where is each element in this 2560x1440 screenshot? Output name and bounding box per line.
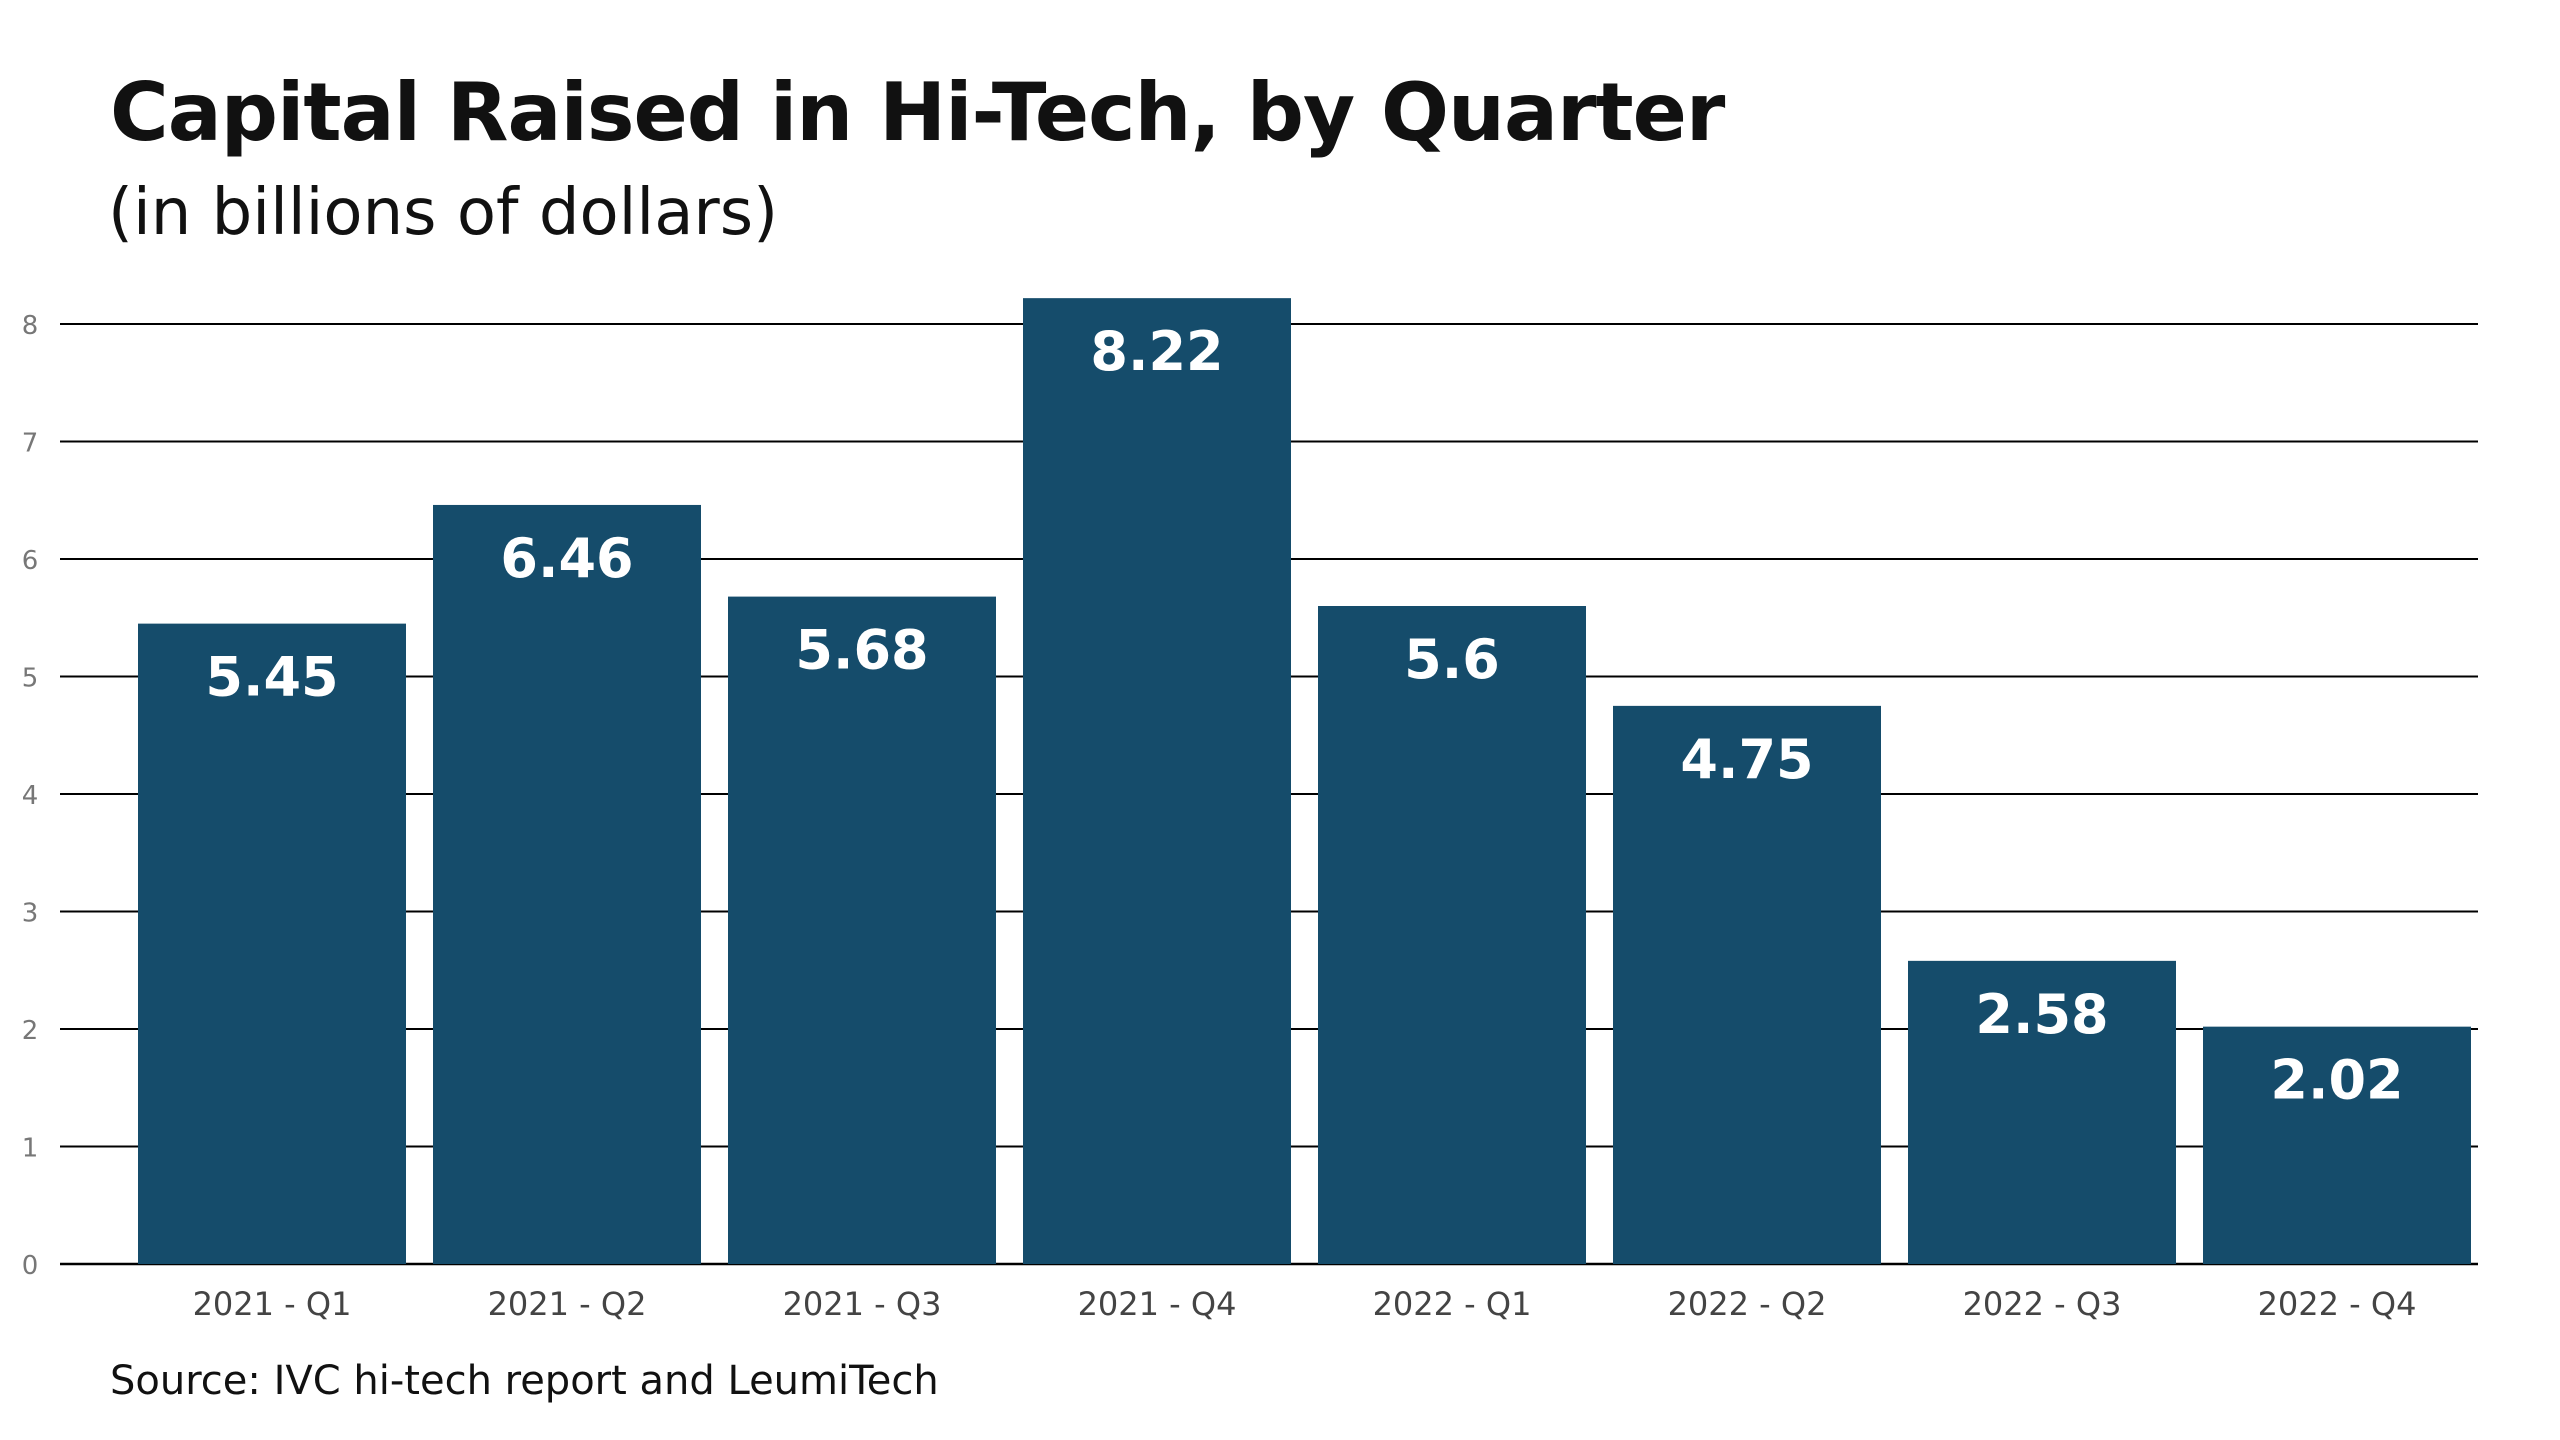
x-tick-label: 2022 - Q1	[1373, 1285, 1532, 1323]
x-tick-label: 2022 - Q3	[1963, 1285, 2122, 1323]
bar	[1908, 960, 2176, 1264]
x-tick-label: 2021 - Q3	[783, 1285, 942, 1323]
y-tick-label: 6	[22, 546, 39, 576]
y-tick-label: 1	[22, 1134, 39, 1164]
x-tick-label: 2022 - Q2	[1668, 1285, 1827, 1323]
bar-value-label: 8.22	[1090, 320, 1223, 383]
bar	[138, 623, 406, 1264]
x-tick-label: 2021 - Q1	[193, 1285, 352, 1323]
y-axis-ticks: 0 1 2 3 4 5 6 7 8	[22, 311, 39, 1281]
bar	[1613, 705, 1881, 1264]
y-tick-label: 8	[22, 311, 39, 341]
x-tick-label: 2021 - Q4	[1078, 1285, 1237, 1323]
y-tick-label: 3	[22, 899, 39, 929]
x-tick-label: 2021 - Q2	[488, 1285, 647, 1323]
bar-value-label: 5.68	[795, 619, 928, 682]
bar	[1023, 298, 1291, 1264]
bars	[138, 298, 2471, 1264]
y-tick-label: 5	[22, 664, 39, 694]
bar-value-label: 5.45	[205, 646, 338, 709]
y-tick-label: 2	[22, 1016, 39, 1046]
x-axis-ticks: 2021 - Q1 2021 - Q2 2021 - Q3 2021 - Q4 2022…	[193, 1285, 2417, 1323]
y-tick-label: 7	[22, 429, 39, 459]
y-tick-label: 4	[22, 781, 39, 811]
bar	[728, 596, 996, 1264]
bar-value-label: 5.6	[1404, 628, 1500, 691]
chart-subtitle: (in billions of dollars)	[108, 176, 779, 250]
bar-value-label: 2.58	[1975, 983, 2108, 1046]
bar-value-labels: 5.45 6.46 5.68 8.22 5.6 4.75 2.58 2.02	[205, 320, 2403, 1112]
bar-value-label: 4.75	[1680, 728, 1813, 791]
bar	[1318, 606, 1586, 1264]
x-tick-label: 2022 - Q4	[2258, 1285, 2417, 1323]
bar-value-label: 2.02	[2270, 1049, 2403, 1112]
chart-title: Capital Raised in Hi-Tech, by Quarter	[110, 66, 1725, 159]
y-tick-label: 0	[22, 1251, 39, 1281]
bar-value-label: 6.46	[500, 527, 633, 590]
bar	[433, 504, 701, 1264]
bar	[2203, 1026, 2471, 1264]
source-note: Source: IVC hi-tech report and LeumiTech	[110, 1358, 939, 1404]
